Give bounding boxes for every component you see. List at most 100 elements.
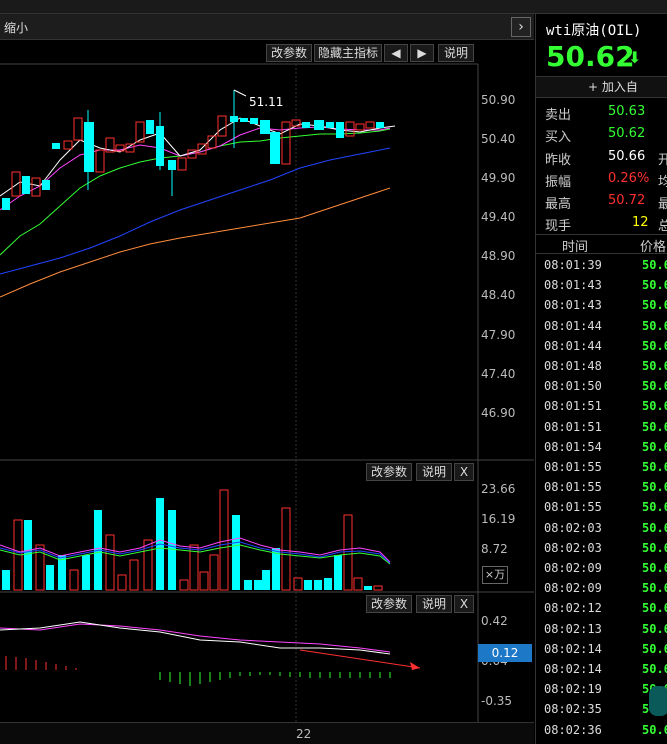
quote-row-ask: 卖出 50.63 [536, 102, 667, 124]
candle [365, 121, 375, 129]
tick-row: 08:01:51 50.6 [536, 397, 667, 417]
candle [187, 149, 197, 159]
quote-row-high: 最高 50.72 最 [536, 191, 667, 213]
scroll-right-button[interactable]: ▶ [410, 44, 434, 62]
row-extra: 开 [658, 153, 667, 168]
tick-row: 08:02:3550.6 [536, 700, 667, 720]
row-value: 50.66 [608, 149, 646, 164]
candle [73, 117, 83, 141]
tick-row: 08:02:03 50.6 [536, 539, 667, 559]
candle [2, 198, 10, 210]
tick-row: 08:02:09 50.6 [536, 579, 667, 599]
row-extra: 最 [658, 197, 667, 212]
add-watchlist-button[interactable]: + 加入自 [536, 76, 667, 98]
price-tick: 46.90 [481, 406, 516, 420]
collapse-panel-button[interactable]: › [511, 17, 531, 37]
tick-row: 08:02:14 50.6 [536, 640, 667, 660]
tick-row: 08:01:55 50.6 [536, 498, 667, 518]
tick-time: 08:01:51 [544, 399, 602, 414]
row-label: 振幅 [545, 175, 572, 190]
candle [125, 143, 135, 153]
main-help-button[interactable]: 说明 [438, 44, 474, 62]
tick-price: 50.6 [642, 520, 667, 535]
volume-bar [262, 570, 270, 590]
tick-row: 08:01:55 50.6 [536, 478, 667, 498]
candle [115, 144, 125, 152]
volume-bar [314, 580, 322, 590]
tick-price: 50.6 [642, 359, 667, 373]
tick-time: 08:01:44 [544, 318, 602, 333]
main-params-button[interactable]: 改参数 [266, 44, 312, 62]
tick-time: 08:01:54 [544, 439, 602, 454]
scroll-button[interactable] [649, 686, 667, 716]
volume-bar [343, 514, 353, 591]
hide-main-indicator-button[interactable]: 隐藏主指标 [314, 44, 382, 62]
volume-ma-line [0, 544, 391, 565]
tick-time: 08:02:03 [544, 540, 602, 555]
macd-arrow-head [410, 662, 420, 670]
candle [355, 123, 365, 131]
tick-time: 08:02:35 [544, 702, 602, 717]
zoom-out-button[interactable]: 缩小 [4, 21, 29, 35]
tick-time: 08:02:09 [544, 561, 602, 575]
price-tick: 47.40 [481, 367, 516, 381]
candle [63, 140, 73, 150]
volume-help-button[interactable]: 说明 [416, 463, 452, 481]
volume-bar [35, 544, 45, 591]
tick-time: 08:01:43 [544, 298, 602, 313]
tick-price: 50.6 [642, 419, 667, 434]
tick-price: 50.6 [642, 621, 667, 636]
high-price-label: 51.11 [249, 95, 284, 109]
tick-row: 08:02:09 50.6 [536, 559, 667, 579]
tick-price: 50.6 [642, 399, 667, 414]
ma60-line [0, 187, 391, 298]
price-tick: 48.90 [481, 249, 516, 263]
macd-tick: -0.35 [481, 694, 513, 708]
quote-row-volume: 现手 12 总 [536, 213, 667, 235]
price-tick: 50.40 [481, 132, 516, 146]
candles [2, 89, 384, 210]
volume-bars [0, 489, 391, 591]
volume-unit-label: ×万 [482, 566, 508, 584]
volume-bar [293, 577, 303, 591]
tick-row: 08:02:1950.6 [536, 680, 667, 700]
volume-bar [232, 515, 240, 590]
macd-params-button[interactable]: 改参数 [366, 595, 412, 613]
macd-close-button[interactable]: X [454, 595, 474, 613]
macd-help-button[interactable]: 说明 [416, 595, 452, 613]
quote-panel: wti原油(OIL) 50.62 ⬇ + 加入自 卖出 50.63 买入 50.… [535, 14, 667, 744]
candle [217, 115, 227, 137]
tick-row: 08:01:50 50.6 [536, 377, 667, 397]
volume-close-button[interactable]: X [454, 463, 474, 481]
volume-bar [324, 578, 332, 590]
price-tick: 49.40 [481, 210, 516, 224]
tick-price: 50.6 [642, 258, 667, 272]
volume-bar [46, 565, 54, 590]
tick-time: 08:02:14 [544, 641, 602, 656]
tick-row: 08:01:55 50.6 [536, 458, 667, 478]
macd-current-value: 0.12 [478, 644, 532, 662]
volume-bar [353, 577, 363, 591]
price-tick: 49.90 [481, 171, 516, 185]
candle [52, 143, 60, 149]
candle [146, 120, 154, 134]
candle [314, 120, 324, 130]
candle [31, 177, 41, 197]
candle [95, 149, 105, 173]
tick-time: 08:01:43 [544, 278, 602, 293]
row-label: 卖出 [545, 108, 572, 123]
candle [336, 122, 344, 138]
scroll-left-button[interactable]: ◀ [384, 44, 408, 62]
row-value: 12 [632, 215, 649, 230]
volume-params-button[interactable]: 改参数 [366, 463, 412, 481]
dea-line [0, 623, 391, 653]
tick-price: 50.6 [642, 581, 667, 596]
tick-time: 08:02:03 [544, 520, 602, 535]
candle [345, 121, 355, 137]
candlestick-chart[interactable] [0, 0, 534, 744]
tick-time: 08:01:55 [544, 460, 602, 474]
ma30-line [0, 147, 391, 275]
tick-price: 50.6 [642, 379, 667, 394]
price-tick: 50.90 [481, 93, 516, 107]
tick-row: 08:01:48 50.6 [536, 357, 667, 377]
